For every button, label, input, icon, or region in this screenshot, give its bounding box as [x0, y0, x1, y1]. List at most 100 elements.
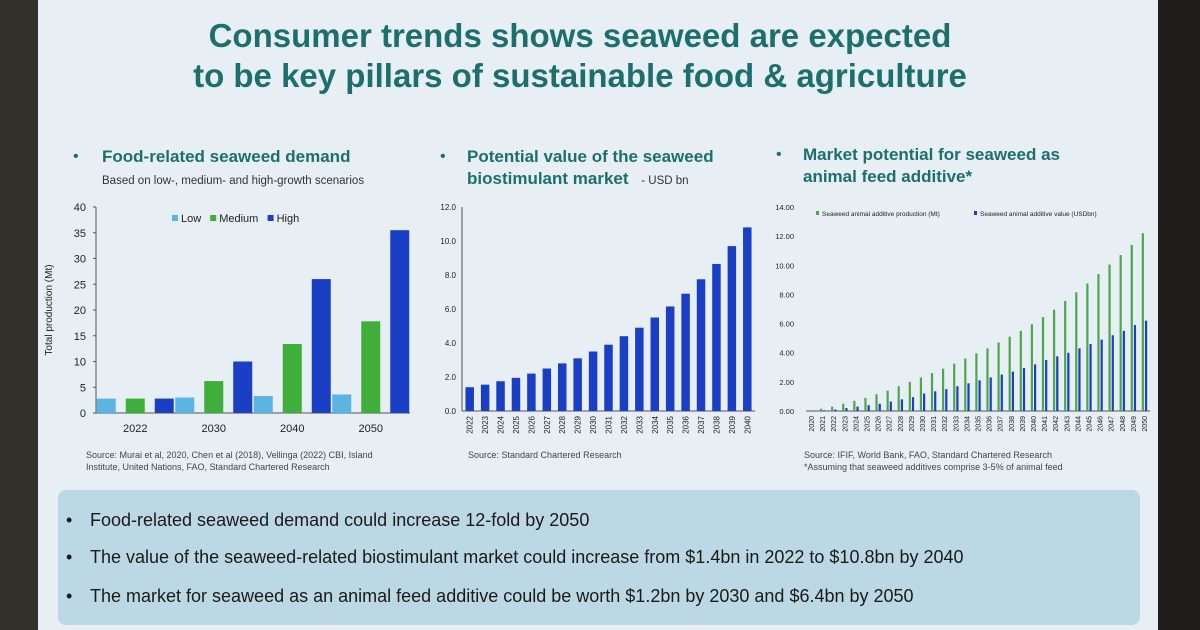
c3-bar-series-1	[908, 381, 911, 411]
c2-x-tick-label: 2028	[558, 415, 567, 433]
c2-heading-line-1: Potential value of the seaweed	[467, 147, 714, 166]
c3-bar-series-2	[1000, 374, 1003, 411]
c1-heading: Food-related seaweed demand	[102, 147, 351, 166]
c3-bar-series-2	[823, 410, 826, 411]
c1-y-tick-label: 15	[74, 331, 86, 343]
c3-x-tick-label: 2033	[953, 416, 960, 432]
c2-x-tick-label: 2025	[512, 415, 521, 433]
c3-x-tick-label: 2047	[1109, 416, 1116, 432]
c3-x-tick-label: 2028	[898, 416, 905, 432]
c2-bar	[619, 336, 629, 411]
c3-legend-swatch	[816, 211, 819, 215]
c3-x-tick-label: 2023	[842, 416, 849, 432]
c3-bar-series-2	[845, 408, 848, 411]
c3-heading: Market potential for seaweed as animal f…	[803, 144, 1060, 188]
c3-bar-series-1	[1130, 244, 1133, 411]
c3-bar-series-1	[1086, 283, 1089, 411]
c3-x-tick-label: 2040	[1031, 416, 1038, 432]
c1-y-tick-label: 20	[74, 305, 86, 317]
c2-x-tick-label: 2030	[589, 415, 598, 433]
c3-y-tick-label: 12.00	[775, 232, 794, 241]
c3-source-line-2: *Assuming that seaweed additives compris…	[804, 462, 1063, 472]
bullet-c3: •	[776, 146, 782, 163]
c2-bar	[542, 368, 552, 411]
c3-bar-series-1	[853, 400, 856, 411]
c2-bar	[511, 377, 521, 411]
c3-x-tick-label: 2045	[1086, 416, 1093, 432]
c3-bar-series-1	[819, 408, 823, 411]
c2-bar	[573, 358, 582, 411]
c3-legend-label: Seaweed animal additive value (USDbn)	[980, 211, 1097, 218]
c1-x-tick-label: 2022	[123, 423, 147, 435]
c1-y-tick-label: 0	[80, 408, 86, 420]
c3-x-tick-label: 2026	[876, 416, 883, 432]
c2-bar	[665, 306, 675, 411]
c1-legend-label: Low	[181, 213, 201, 225]
c3-x-tick-label: 2030	[920, 416, 927, 432]
c3-bar-series-1	[953, 363, 956, 411]
c3-heading-line-1: Market potential for seaweed as	[803, 145, 1060, 164]
c2-x-tick-label: 2035	[666, 415, 675, 433]
c3-y-tick-label: 2.00	[779, 378, 794, 387]
c3-bar-series-2	[934, 391, 937, 411]
c3-bar-series-2	[989, 377, 992, 411]
c2-bar	[696, 279, 706, 411]
c3-bar-series-1	[986, 348, 989, 411]
c1-bar-high	[311, 279, 331, 413]
c3-x-tick-label: 2048	[1120, 416, 1127, 432]
c3-bar-series-2	[911, 397, 915, 411]
c1-bar-medium	[125, 398, 145, 413]
c1-bar-medium	[282, 343, 302, 413]
summary-item-2: • The value of the seaweed-related biosti…	[66, 547, 964, 568]
c3-bar-series-2	[1089, 343, 1092, 411]
c3-x-tick-label: 2031	[931, 416, 938, 432]
c3-bar-series-2	[1033, 364, 1037, 411]
c1-y-axis-label: Total production (Mt)	[44, 264, 55, 355]
c3-bar-series-2	[1011, 371, 1014, 411]
c3-x-tick-label: 2032	[942, 416, 949, 432]
c3-bar-series-2	[1100, 339, 1103, 411]
c3-x-tick-label: 2049	[1131, 416, 1138, 432]
c3-bar-series-2	[900, 399, 904, 411]
c3-bar-series-2	[1045, 360, 1048, 411]
c3-y-tick-label: 4.00	[779, 349, 794, 358]
c1-bar-low	[332, 394, 352, 413]
c3-x-tick-label: 2036	[987, 416, 994, 432]
c2-x-tick-label: 2034	[651, 415, 660, 433]
frame-right	[1158, 0, 1200, 630]
summary-bullet-2: •	[66, 547, 73, 567]
c3-x-tick-label: 2037	[998, 416, 1005, 432]
c3-x-tick-label: 2027	[887, 416, 894, 432]
c2-bar	[635, 327, 644, 411]
c3-bar-series-2	[1022, 368, 1026, 411]
c3-x-tick-label: 2050	[1142, 416, 1149, 432]
c3-x-tick-label: 2020	[809, 416, 816, 432]
c1-legend-swatch	[267, 215, 274, 221]
c3-bar-series-2	[1144, 320, 1148, 411]
c3-bar-series-1	[842, 403, 845, 411]
c1-y-tick-label: 30	[74, 254, 86, 266]
summary-text-1: Food-related seaweed demand could increa…	[90, 510, 590, 530]
c3-bar-series-2	[834, 409, 837, 411]
summary-text-2: The value of the seaweed-related biostim…	[90, 547, 964, 567]
c3-bar-series-1	[831, 406, 834, 411]
c3-bar-series-2	[1122, 330, 1125, 411]
c3-x-tick-label: 2022	[831, 416, 838, 432]
c1-bar-low	[253, 396, 273, 413]
c2-bar	[557, 363, 567, 411]
c3-bar-series-1	[875, 394, 878, 411]
c1-legend-label: High	[277, 213, 300, 225]
c3-y-tick-label: 6.00	[779, 320, 794, 329]
c2-bar	[727, 246, 737, 411]
c1-y-tick-label: 10	[74, 357, 86, 369]
c3-bar-series-1	[864, 397, 867, 411]
c2-unit: - USD bn	[641, 175, 689, 187]
c2-bar	[465, 387, 474, 411]
c3-bar-series-2	[956, 386, 959, 411]
c1-x-tick-label: 2030	[202, 423, 226, 435]
summary-box: • Food-related seaweed demand could incre…	[58, 490, 1140, 625]
slide-title: Consumer trends shows seaweed are expect…	[0, 16, 1160, 96]
c2-heading-line-2: biostimulant market - USD bn	[467, 168, 714, 192]
c3-bar-series-1	[1019, 330, 1022, 411]
c2-bar	[604, 344, 613, 411]
